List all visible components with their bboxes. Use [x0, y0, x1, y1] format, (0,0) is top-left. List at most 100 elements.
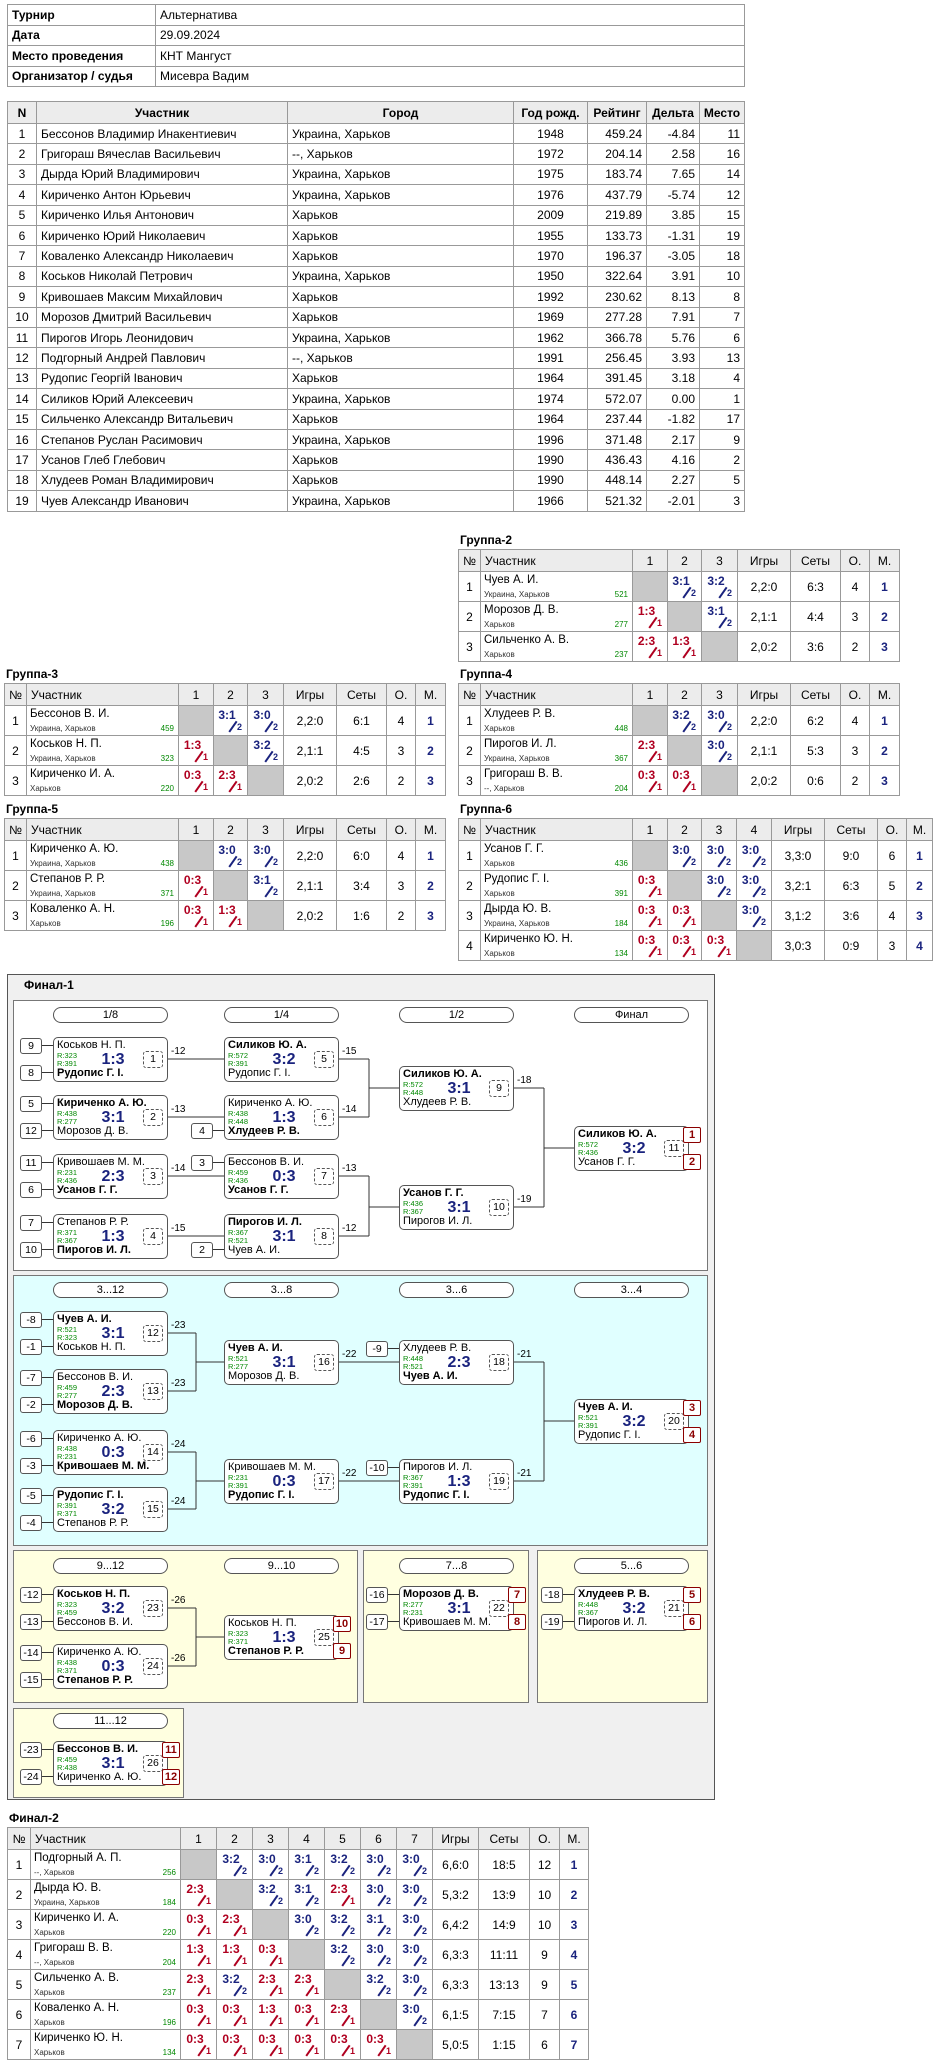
result-points: 1 — [206, 2016, 212, 2026]
player-name: Кириченко А. Ю. — [57, 1645, 142, 1658]
player-name: Морозов Д. В. — [403, 1587, 479, 1600]
result-points: 2 — [727, 752, 733, 762]
result-score: 2:3 — [294, 1972, 312, 1986]
player-name: Рудопис Г. І. — [484, 873, 550, 885]
result-score: 1:3 — [637, 604, 656, 618]
result-points: 2 — [386, 1866, 392, 1876]
match-box — [53, 1368, 168, 1414]
player-name: Усанов Г. Г. — [403, 1186, 464, 1199]
player-rating: R:391 — [578, 1420, 599, 1430]
player-name: Чуев А. И. — [578, 1400, 633, 1413]
match-number: 6 — [314, 1108, 334, 1126]
seed-box: -18 — [541, 1586, 563, 1603]
loser-next: -12 — [171, 1046, 186, 1057]
player-rating: R:277 — [403, 1599, 424, 1609]
loser-next: -18 — [517, 1075, 532, 1086]
seed-box: -15 — [20, 1671, 42, 1688]
player-name: Коваленко А. Н. — [30, 903, 116, 915]
empty-cell — [701, 631, 738, 662]
result-points: 2 — [691, 722, 697, 732]
seed-box: -17 — [366, 1613, 388, 1630]
player-name: Чуев А. И. — [484, 574, 539, 586]
player-rating: R:572 — [403, 1079, 424, 1089]
match-number: 18 — [489, 1353, 509, 1371]
match-box — [399, 1458, 514, 1504]
player-city: Украина, Харьков — [30, 724, 96, 733]
player-rating: R:323 — [57, 1599, 78, 1609]
result-points: 2 — [314, 1896, 320, 1906]
player-name: Хлудеев Р. В. — [403, 1341, 472, 1354]
seed-box: 8 — [20, 1064, 42, 1081]
place-box: 10 — [333, 1615, 351, 1632]
result-score: 3:0 — [402, 1882, 420, 1896]
player-name: Чуев А. И. — [57, 1312, 112, 1325]
header-cell: Сеты — [336, 683, 387, 706]
player-rating: R:231 — [228, 1472, 249, 1482]
player-name: Морозов Д. В. — [484, 604, 559, 616]
round-title: 11...12 — [53, 1713, 168, 1729]
result-score: 3:0 — [402, 2002, 420, 2016]
player-name: Кириченко Ю. Н. — [34, 2032, 123, 2044]
result-points: 1 — [314, 2016, 320, 2026]
player-rating: R:367 — [403, 1472, 424, 1482]
result-points: 1 — [203, 917, 209, 927]
player-name: Кривошаев М. М. — [57, 1155, 145, 1168]
table-cell: 4 — [906, 930, 933, 961]
player-name: Кириченко А. Ю. — [57, 1770, 142, 1783]
result-score: 3:2 — [222, 1852, 240, 1866]
result-score: 3:0 — [402, 1912, 420, 1926]
match-number: 12 — [143, 1324, 163, 1342]
seed-box: -4 — [20, 1514, 42, 1531]
result-points: 1 — [206, 1896, 212, 1906]
player-name: Пирогов И. Л. — [403, 1460, 473, 1473]
player-city: Украина, Харьков — [484, 590, 550, 599]
round-title: 1/8 — [53, 1007, 168, 1023]
round-title: 1/2 — [399, 1007, 514, 1023]
result-points: 1 — [278, 1956, 284, 1966]
player-rating: R:572 — [228, 1050, 249, 1060]
player-city: Украина, Харьков — [30, 754, 96, 763]
result-score: 3:0 — [366, 1882, 384, 1896]
player-city: Харьков — [30, 919, 61, 928]
player-name: Кривошаев М. М. — [57, 1459, 150, 1472]
result-score: 3:1 — [294, 1852, 312, 1866]
header-cell: М. — [559, 1827, 589, 1850]
result-points: 1 — [278, 2016, 284, 2026]
result-score: 2:3 — [637, 634, 656, 648]
header-cell: О. — [386, 683, 416, 706]
seed-box: -24 — [20, 1768, 42, 1785]
result-points: 2 — [273, 857, 279, 867]
player-name: Коськов Н. П. — [228, 1616, 297, 1629]
result-score: 0:3 — [637, 873, 656, 887]
player-rating: R:371 — [57, 1508, 78, 1518]
player-rating: 367 — [614, 754, 628, 763]
player-name: Коськов Н. П. — [57, 1587, 131, 1600]
player-rating: 204 — [162, 1958, 176, 1967]
result-score: 0:3 — [706, 933, 725, 947]
match-score: 3:2 — [101, 1500, 125, 1518]
player-name: Коськов Н. П. — [57, 1038, 126, 1051]
result-points: 1 — [203, 782, 209, 792]
player-rating: R:231 — [57, 1451, 78, 1461]
player-name: Дырда Ю. В. — [484, 903, 552, 915]
result-score: 3:0 — [706, 843, 725, 857]
result-score: 3:2 — [366, 1972, 384, 1986]
table-title: Группа-5 — [6, 802, 59, 816]
result-score: 0:3 — [186, 2002, 204, 2016]
result-points: 1 — [657, 752, 663, 762]
match-score: 2:3 — [101, 1167, 125, 1185]
result-points: 1 — [657, 618, 663, 628]
loser-next: -15 — [171, 1223, 186, 1234]
player-rating: 196 — [160, 919, 174, 928]
player-city: Украина, Харьков — [484, 754, 550, 763]
player-name: Степанов Р. Р. — [57, 1516, 129, 1529]
seed-box: 6 — [20, 1181, 42, 1198]
seed-box: -14 — [20, 1644, 42, 1661]
result-points: 2 — [278, 1896, 284, 1906]
match-score: 3:1 — [447, 1599, 471, 1617]
seed-box: 2 — [191, 1241, 213, 1258]
result-points: 1 — [206, 1926, 212, 1936]
result-points: 2 — [691, 857, 697, 867]
header-cell: Участник — [26, 683, 179, 706]
result-score: 3:2 — [222, 1972, 240, 1986]
